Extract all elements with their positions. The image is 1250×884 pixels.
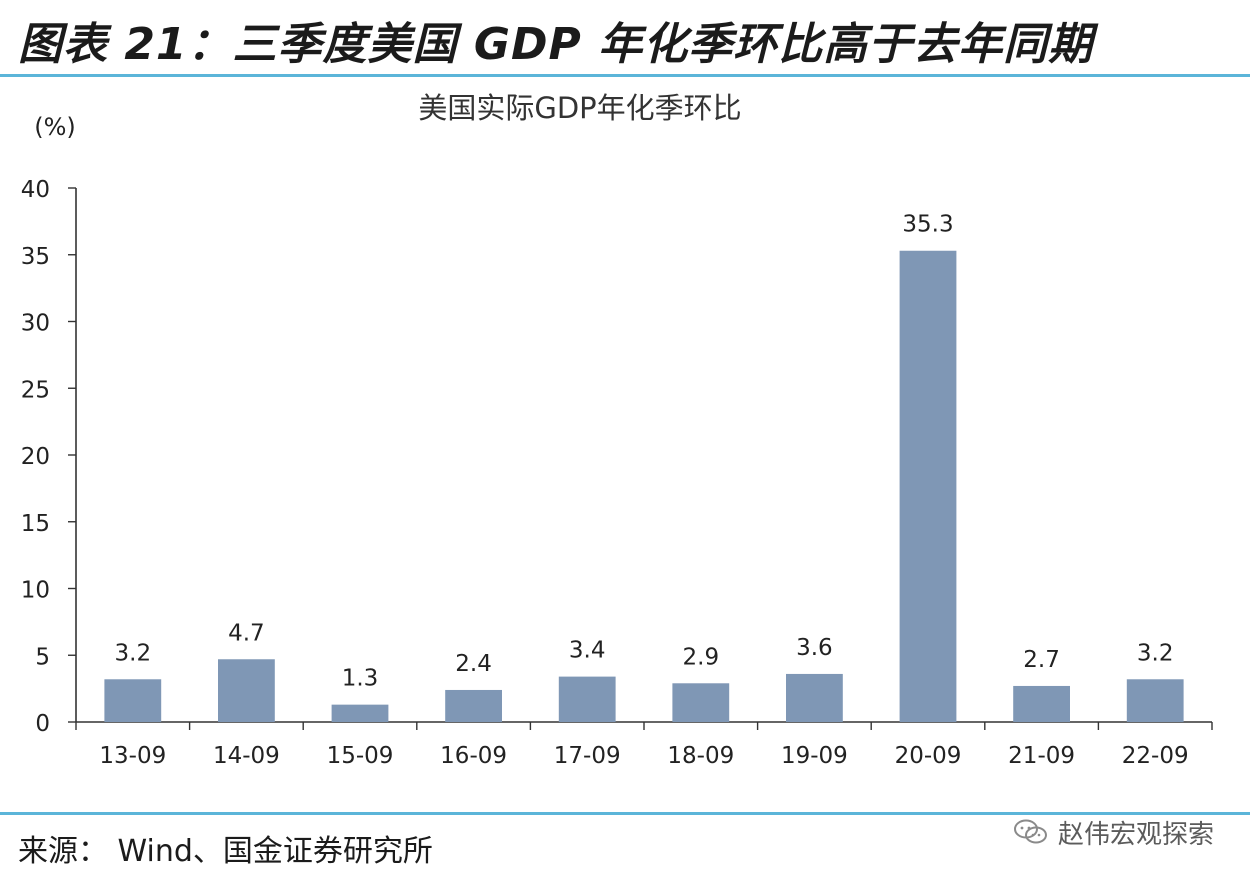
x-axis-tick-label: 14-09 [213,743,280,769]
bar-value-label: 2.9 [683,644,720,670]
y-axis-tick-label: 35 [21,244,50,270]
chart-title: 美国实际GDP年化季环比 [418,91,741,125]
y-axis-tick-label: 15 [21,511,50,537]
wechat-icon [1012,816,1050,848]
x-axis-tick-label: 20-09 [895,743,962,769]
label-layer: 3.2 13-09 4.7 14-09 1.3 15-09 2.4 16-09 3.4 17-09… [99,212,1188,769]
x-axis-tick-label: 21-09 [1008,743,1075,769]
y-axis-tick-label: 0 [35,711,50,737]
top-divider [0,74,1250,77]
bar-layer [104,250,1184,722]
source-note: 来源： Wind、国金证券研究所 [18,834,433,869]
x-axis-tick-label: 19-09 [781,743,848,769]
bar-value-label: 2.7 [1023,647,1060,673]
y-axis-tick-label: 5 [35,644,50,670]
bar-17-09 [558,676,616,722]
y-axis-tick-label: 30 [21,311,50,337]
bar-value-label: 3.2 [115,640,152,666]
bar-22-09 [1126,679,1184,722]
watermark-text: 赵伟宏观探索 [1057,819,1214,850]
bar-18-09 [672,683,730,722]
chart-container: 美国实际GDP年化季环比 (%) 0 5 10 15 20 25 30 35 40 3.2 13-… [0,80,1250,808]
bar-19-09 [786,673,843,722]
y-axis-tick-label: 20 [21,444,50,470]
bar-20-09 [899,250,957,722]
x-axis-tick-label: 18-09 [667,743,734,769]
bottom-divider [0,812,1250,815]
bar-15-09 [331,704,389,722]
y-axis-tick-label: 25 [21,377,50,403]
bar-value-label: 1.3 [342,666,379,692]
bar-16-09 [445,689,502,722]
bar-13-09 [104,679,162,722]
y-axis-tick-label: 10 [21,578,50,604]
bar-14-09 [218,659,275,722]
bar-value-label: 3.4 [569,638,606,664]
page-title: 图表 21：三季度美国 GDP 年化季环比高于去年同期 [18,19,1094,70]
bar-value-label: 4.7 [228,620,265,646]
bar-value-label: 35.3 [902,212,953,238]
y-axis-unit-label: (%) [34,113,76,141]
bar-21-09 [1013,685,1070,722]
bar-value-label: 2.4 [455,651,492,677]
bar-value-label: 3.6 [796,635,833,661]
watermark: 赵伟宏观探索 [1012,812,1214,852]
bar-chart: 美国实际GDP年化季环比 (%) 0 5 10 15 20 25 30 35 40 3.2 13-… [21,91,1213,769]
x-axis-tick-label: 17-09 [554,743,621,769]
x-axis-tick-label: 13-09 [99,743,166,769]
y-axis-tick-label: 40 [21,177,50,203]
bar-value-label: 3.2 [1137,640,1174,666]
x-axis-tick-label: 22-09 [1122,743,1189,769]
x-axis-tick-label: 16-09 [440,743,507,769]
x-axis-tick-label: 15-09 [327,743,394,769]
